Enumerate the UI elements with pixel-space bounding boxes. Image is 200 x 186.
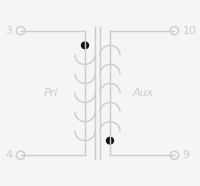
Circle shape	[107, 137, 113, 144]
Text: 3: 3	[6, 26, 13, 36]
Text: 9: 9	[182, 150, 190, 160]
Text: 4: 4	[5, 150, 13, 160]
Text: Pri: Pri	[44, 88, 59, 98]
Text: 10: 10	[182, 26, 196, 36]
Circle shape	[82, 42, 88, 49]
Text: Aux: Aux	[133, 88, 154, 98]
